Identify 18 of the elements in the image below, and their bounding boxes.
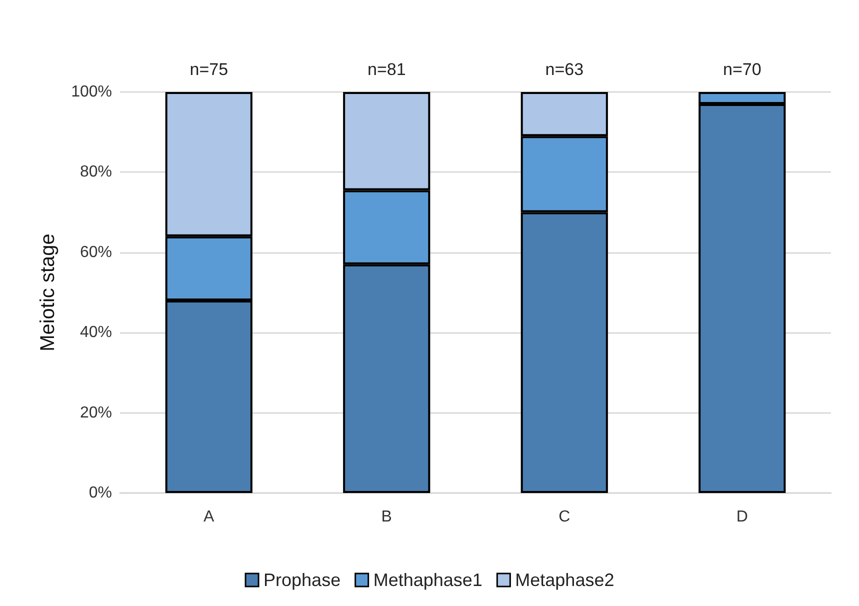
annotation: n=63 xyxy=(545,60,584,79)
y-tick-label: 80% xyxy=(80,164,112,181)
y-tick-label: 100% xyxy=(71,84,112,100)
y-tick-label: 20% xyxy=(80,404,112,422)
x-tick-label: D xyxy=(736,508,748,526)
annotation: n=81 xyxy=(367,60,406,79)
y-tick-label: 40% xyxy=(80,324,112,342)
x-tick-label: A xyxy=(204,508,215,526)
x-tick-label: C xyxy=(558,508,570,526)
y-tick-label: 0% xyxy=(88,484,112,502)
y-axis-title: Meiotic stage xyxy=(37,234,59,352)
legend-label: Prophase xyxy=(264,570,341,590)
legend-label: Methaphase1 xyxy=(373,570,482,590)
y-tick-label: 60% xyxy=(80,244,112,261)
annotation: n=70 xyxy=(722,60,762,79)
annotation: n=75 xyxy=(190,60,228,79)
x-tick-label: B xyxy=(381,508,392,526)
legend-label: Metaphase2 xyxy=(515,570,614,590)
